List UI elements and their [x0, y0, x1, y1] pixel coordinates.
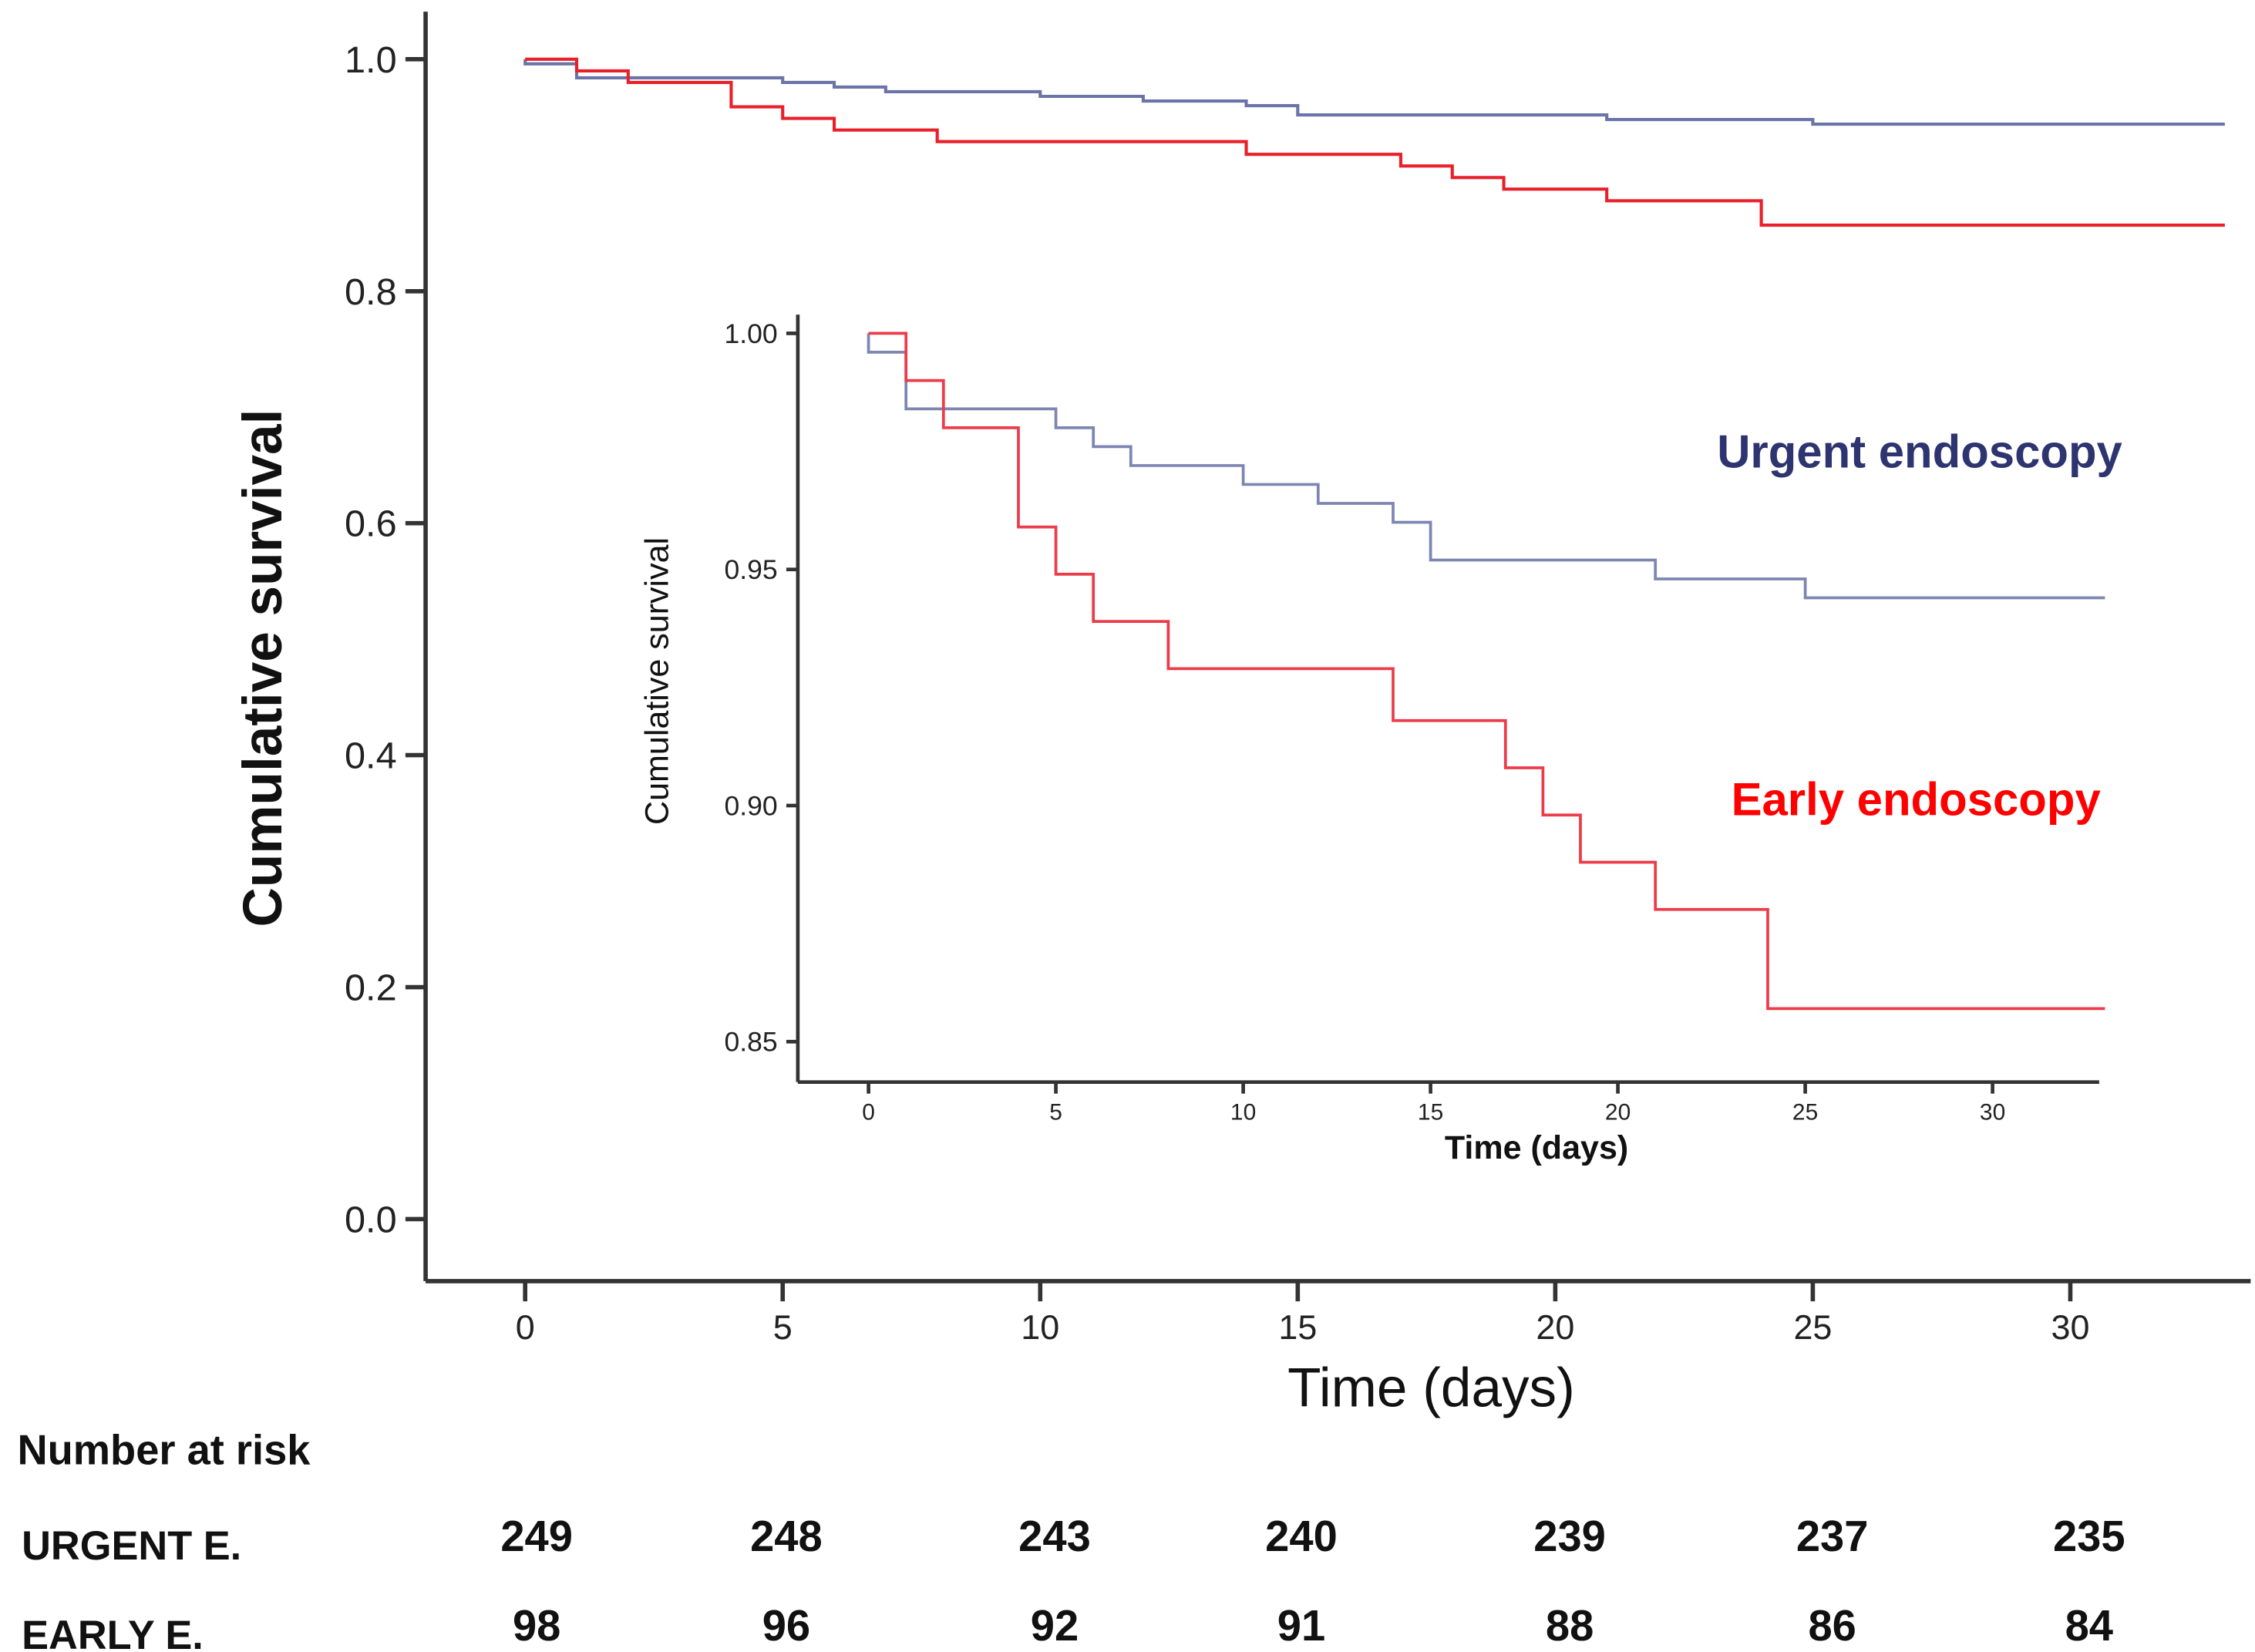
risk-count: 98	[513, 1601, 560, 1650]
x-tick-label: 25	[1793, 1307, 1832, 1347]
x-tick-label: 20	[1536, 1307, 1574, 1347]
risk-count: 86	[1808, 1601, 1856, 1650]
risk-table-title: Number at risk	[17, 1427, 311, 1474]
x-tick-label: 15	[1278, 1307, 1317, 1347]
risk-count: 88	[1546, 1601, 1594, 1650]
risk-row-label: EARLY E.	[22, 1613, 204, 1652]
survival-curve-early	[525, 57, 2225, 227]
risk-count: 240	[1265, 1512, 1338, 1560]
risk-count: 248	[750, 1512, 823, 1560]
x-tick-label: 30	[2051, 1307, 2089, 1347]
risk-row-label: URGENT E.	[22, 1524, 241, 1569]
y-tick-label: 0.95	[724, 554, 777, 585]
risk-count: 239	[1533, 1512, 1606, 1560]
risk-table: Number at risk URGENT E. 249 248 243 240 239 23…	[17, 1427, 2125, 1652]
survival-curve-urgent	[523, 59, 2225, 126]
x-tick-label: 10	[1021, 1307, 1059, 1347]
series-label-urgent: Urgent endoscopy	[1717, 426, 2122, 477]
risk-count: 92	[1031, 1601, 1079, 1650]
y-tick-label: 0.2	[345, 967, 397, 1009]
y-tick-label: 0.90	[724, 790, 777, 821]
survival-curve-urgent	[867, 333, 2105, 600]
risk-count: 235	[2053, 1512, 2125, 1560]
risk-count: 84	[2065, 1601, 2113, 1650]
y-axis-label: Cumulative survival	[233, 409, 294, 927]
y-tick-label: 0.4	[345, 735, 397, 777]
survival-curve-early	[868, 331, 2105, 1011]
risk-count: 243	[1018, 1512, 1091, 1560]
y-tick-label: 1.00	[724, 318, 777, 349]
y-tick-label: 1.0	[345, 39, 397, 81]
x-axis-label: Time (days)	[1287, 1358, 1575, 1419]
inset-chart: 0.85 0.90 0.95 1.00 0 5 10 15 20 25 30 Time (days) C…	[638, 315, 2122, 1166]
risk-count: 96	[762, 1601, 810, 1650]
x-tick-label: 20	[1605, 1099, 1631, 1125]
x-tick-label: 15	[1418, 1099, 1443, 1125]
x-tick-label: 10	[1230, 1099, 1256, 1125]
x-tick-label: 5	[773, 1307, 793, 1347]
y-tick-label: 0.8	[345, 271, 397, 313]
risk-count: 249	[500, 1512, 573, 1560]
x-tick-label: 5	[1049, 1099, 1062, 1125]
risk-count: 91	[1277, 1601, 1325, 1650]
x-tick-label: 0	[862, 1099, 875, 1125]
y-axis-label: Cumulative survival	[638, 537, 675, 825]
x-tick-label: 30	[1980, 1099, 2005, 1125]
risk-count: 237	[1796, 1512, 1869, 1560]
x-tick-label: 25	[1792, 1099, 1818, 1125]
y-tick-label: 0.0	[345, 1199, 397, 1240]
series-label-early: Early endoscopy	[1732, 773, 2101, 825]
y-tick-label: 0.6	[345, 503, 397, 545]
y-tick-label: 0.85	[724, 1027, 777, 1058]
x-axis-label: Time (days)	[1445, 1129, 1628, 1166]
x-tick-label: 0	[516, 1307, 535, 1347]
